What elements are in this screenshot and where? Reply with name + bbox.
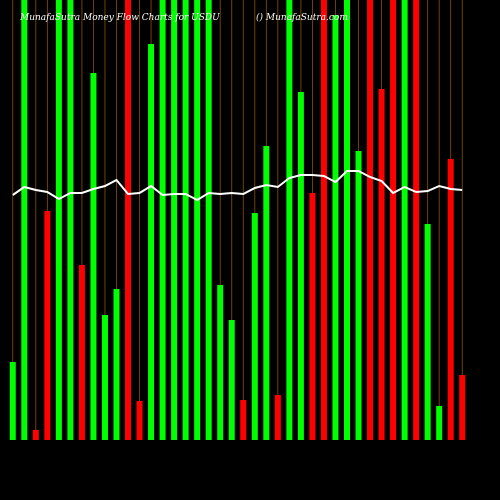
chart-title: MunafaSutra Money Flow Charts for USDU: [19, 13, 220, 23]
bar: [401, 0, 408, 440]
bar: [171, 0, 178, 440]
bar: [78, 265, 85, 440]
watermark: () MunafaSutra.com: [256, 12, 348, 23]
bar: [251, 213, 258, 440]
bar: [447, 159, 454, 440]
bar: [263, 146, 270, 440]
bar: [194, 0, 201, 440]
bar: [67, 0, 74, 440]
bar: [332, 15, 339, 440]
bar: [297, 92, 304, 440]
bar: [413, 0, 420, 440]
bar: [21, 0, 28, 440]
bar: [390, 0, 397, 440]
bar: [159, 0, 166, 440]
bar: [459, 375, 466, 440]
flow-line: [12, 170, 463, 202]
bar: [90, 73, 97, 440]
bar: [286, 0, 293, 440]
bar: [44, 211, 51, 440]
bar: [436, 406, 443, 440]
bar: [367, 0, 374, 440]
bar: [32, 430, 39, 440]
bar: [274, 395, 281, 440]
bar: [113, 289, 120, 440]
bar: [205, 0, 212, 440]
bar: [9, 362, 16, 440]
bar: [136, 401, 143, 440]
bar: [148, 44, 155, 440]
bar: [424, 224, 431, 440]
bar: [378, 89, 385, 440]
line-layer: [12, 170, 463, 202]
bar: [228, 320, 235, 440]
bar: [55, 0, 62, 440]
bar: [125, 0, 132, 440]
bar: [309, 193, 316, 440]
bar: [101, 315, 108, 440]
bar: [217, 285, 224, 440]
bars: [9, 0, 466, 440]
bar: [355, 151, 362, 440]
bar: [320, 0, 327, 440]
bar: [240, 400, 247, 440]
bar: [182, 0, 189, 440]
bar: [343, 0, 350, 440]
